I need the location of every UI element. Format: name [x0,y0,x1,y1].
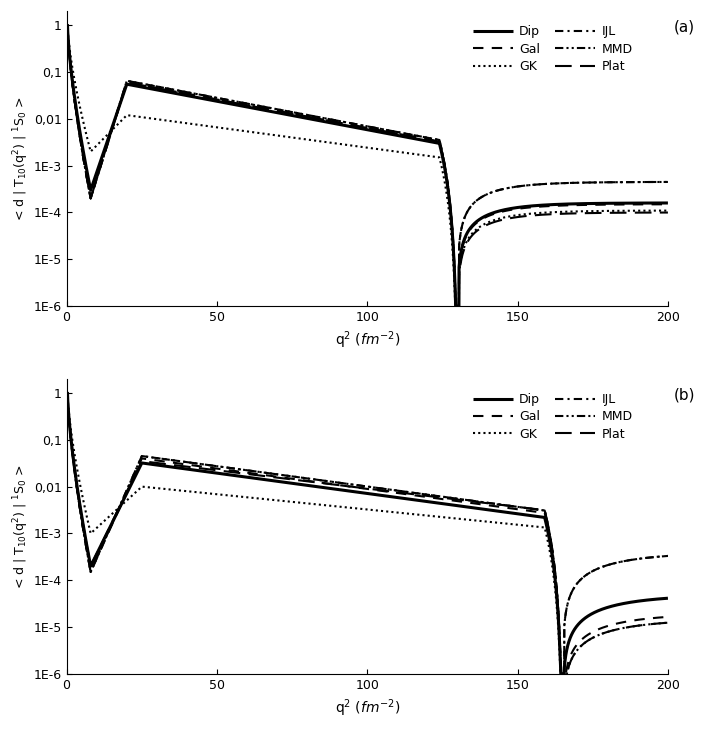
Legend: Dip, Gal, GK, IJL, MMD, Plat: Dip, Gal, GK, IJL, MMD, Plat [468,388,638,446]
Text: (a): (a) [674,20,695,35]
Legend: Dip, Gal, GK, IJL, MMD, Plat: Dip, Gal, GK, IJL, MMD, Plat [468,20,638,78]
Y-axis label: < d | T$_{10}$(q$^2$) | $^1$S$_0$ >: < d | T$_{10}$(q$^2$) | $^1$S$_0$ > [11,464,31,589]
Y-axis label: < d | T$_{10}$(q$^2$) | $^1$S$_0$ >: < d | T$_{10}$(q$^2$) | $^1$S$_0$ > [11,96,31,221]
X-axis label: q$^2$ ($fm^{-2}$): q$^2$ ($fm^{-2}$) [335,329,400,351]
Text: (b): (b) [674,388,695,403]
X-axis label: q$^2$ ($fm^{-2}$): q$^2$ ($fm^{-2}$) [335,697,400,719]
